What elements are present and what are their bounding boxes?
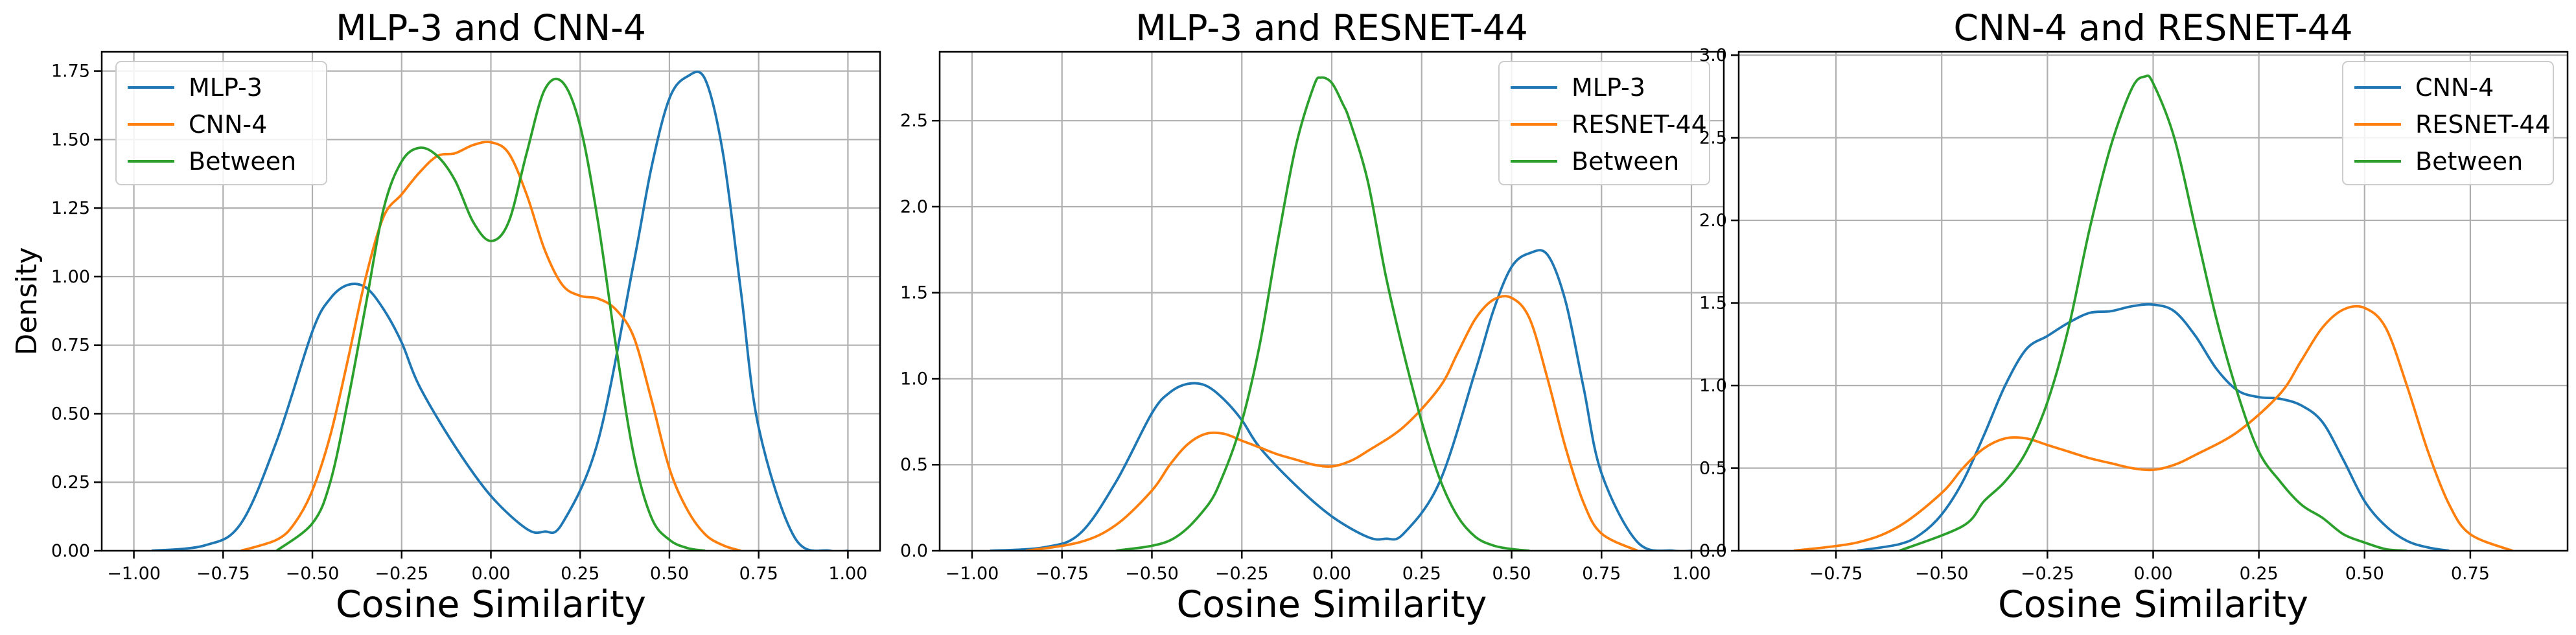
x-tick-label: −0.75 [1035,564,1089,584]
chart-title: MLP-3 and CNN-4 [336,7,646,49]
legend-box [1498,61,1710,185]
legend-label: MLP-3 [1572,73,1645,102]
x-axis-label: Cosine Similarity [336,583,646,626]
x-tick-label: −0.75 [196,564,250,584]
x-tick-label: −0.75 [1809,564,1863,584]
x-tick-label: 0.50 [2345,564,2384,584]
legend: MLP-3 CNN-4 Between [115,61,327,185]
legend-label: RESNET-44 [2415,110,2551,139]
y-tick-label: 0.5 [900,455,928,475]
y-axis-label: Density [10,247,43,355]
series-line-cnn-4 [240,141,741,551]
x-tick-label: 0.25 [1402,564,1441,584]
series-line-between [1899,74,2408,551]
series-line-between [1115,76,1530,551]
y-tick-label: 3.0 [1699,45,1727,65]
x-tick-label: 0.00 [471,564,510,584]
series-line-mlp-3 [151,71,848,551]
x-tick-label: 0.75 [2451,564,2490,584]
x-tick-label: 0.75 [739,564,778,584]
x-tick-label: −0.50 [1915,564,1969,584]
legend-label: Between [189,147,296,176]
y-tick-label: 0.00 [51,541,90,561]
y-tick-label: 2.5 [900,111,928,131]
legend: CNN-4 RESNET-44 Between [2342,61,2554,185]
x-tick-label: 0.25 [561,564,599,584]
y-tick-label: 0.0 [1699,541,1727,561]
y-tick-label: 0.75 [51,336,90,356]
legend-label: Between [2415,147,2523,176]
chart-panel-3: −0.75 −0.50 −0.25 0.00 0.25 0.50 0.75 0.0 0.5 1.0… [1699,7,2569,626]
y-tick-label: 2.0 [900,197,928,217]
series-line-between [275,77,706,551]
series-line-resnet-44 [1025,295,1638,551]
y-tick-label: 0.5 [1699,459,1727,479]
y-tick-label: 1.50 [51,130,90,150]
y-tick-label: 0.25 [51,472,90,492]
x-tick-label: 0.25 [2240,564,2279,584]
x-tick-label: −1.00 [107,564,161,584]
x-axis-label: Cosine Similarity [1998,583,2308,626]
x-tick-label: −0.25 [375,564,428,584]
legend-label: Between [1572,147,1679,176]
x-tick-label: 0.50 [650,564,689,584]
x-tick-label: 0.50 [1492,564,1531,584]
x-tick-label: 0.00 [2133,564,2172,584]
series-line-resnet-44 [1793,305,2513,551]
y-tick-label: 1.5 [900,283,928,303]
x-tick-label: −0.50 [286,564,340,584]
legend-label: CNN-4 [189,110,267,139]
legend-label: RESNET-44 [1572,110,1707,139]
legend: MLP-3 RESNET-44 Between [1498,61,1710,185]
y-tick-label: 0.50 [51,404,90,424]
y-tick-label: 1.0 [900,369,928,389]
legend-label: CNN-4 [2415,73,2494,102]
legend-label: MLP-3 [189,73,262,102]
y-tick-label: 2.0 [1699,211,1727,231]
y-tick-label: 1.0 [1699,376,1727,396]
legend-box [2342,61,2554,185]
x-tick-label: −1.00 [946,564,999,584]
series-line-mlp-3 [990,249,1691,551]
y-tick-label: 1.5 [1699,294,1727,314]
x-tick-label: 1.00 [828,564,867,584]
y-tick-label: 2.5 [1699,128,1727,148]
x-tick-label: −0.50 [1125,564,1179,584]
x-tick-label: −0.25 [1215,564,1269,584]
x-axis-label: Cosine Similarity [1176,583,1487,626]
y-tick-label: 1.25 [51,198,90,218]
x-tick-label: 1.00 [1672,564,1711,584]
y-tick-label: 1.75 [51,62,90,82]
y-tick-label: 0.0 [900,541,928,561]
chart-panel-1: −1.00 −0.75 −0.50 −0.25 0.00 0.25 0.50 0.75 1.00… [10,7,881,626]
x-tick-label: 0.75 [1582,564,1621,584]
chart-title: CNN-4 and RESNET-44 [1953,7,2352,49]
x-tick-label: 0.00 [1312,564,1351,584]
chart-panel-2: −1.00 −0.75 −0.50 −0.25 0.00 0.25 0.50 0.75 1.00… [900,7,1725,626]
x-tick-label: −0.25 [2021,564,2074,584]
y-tick-label: 1.00 [51,267,90,287]
series-line-cnn-4 [1857,303,2450,551]
chart-title: MLP-3 and RESNET-44 [1135,7,1527,49]
legend-box [115,61,327,185]
